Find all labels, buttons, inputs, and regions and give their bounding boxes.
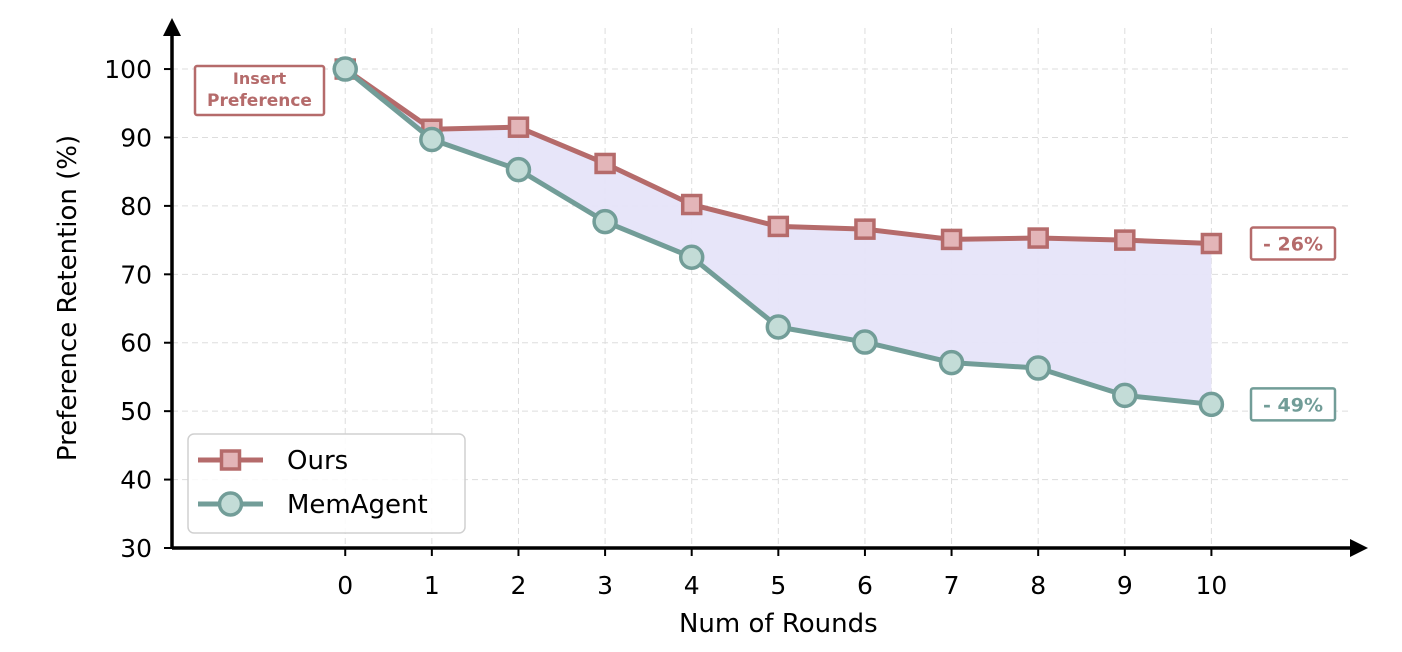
data-point — [1112, 382, 1138, 409]
legend-item-ours: Ours — [198, 446, 348, 476]
x-tick-label: 3 — [597, 571, 613, 600]
data-point — [419, 126, 445, 153]
y-tick-label: 50 — [120, 397, 152, 426]
drop-label-ours: - 26% — [1249, 226, 1337, 261]
data-point — [505, 156, 532, 183]
data-point — [1198, 391, 1225, 418]
y-tick-label: 80 — [120, 192, 152, 221]
data-point — [765, 314, 792, 340]
data-point — [678, 244, 705, 270]
data-point — [594, 152, 616, 175]
y-tick-label: 90 — [120, 123, 152, 152]
annotation-text: - 26% — [1263, 234, 1323, 256]
annotation-text: Insert — [233, 69, 287, 88]
x-tick-label: 9 — [1117, 571, 1133, 600]
data-point — [1027, 227, 1049, 249]
series-memagent — [332, 56, 1225, 418]
insert-preference-label: Insert Preference — [193, 64, 326, 117]
data-point — [854, 218, 876, 240]
data-point — [852, 329, 878, 355]
y-axis-arrow — [163, 18, 181, 36]
annotation-box — [1249, 387, 1337, 422]
axes — [163, 18, 1368, 557]
data-point — [1114, 229, 1136, 251]
legend: Ours MemAgent — [187, 433, 466, 534]
data-point — [1025, 355, 1051, 381]
series — [332, 56, 1225, 418]
data-point — [1200, 232, 1223, 255]
legend-label: Ours — [287, 446, 348, 476]
x-tick-label: 4 — [684, 571, 700, 600]
y-axis-title: Preference Retention (%) — [53, 135, 83, 461]
x-tick-label: 10 — [1196, 571, 1228, 600]
data-point — [767, 215, 790, 238]
y-tick-label: 100 — [104, 55, 152, 84]
y-tick-label: 70 — [120, 260, 152, 289]
data-point — [940, 228, 963, 251]
annotation-box — [1249, 226, 1337, 261]
data-point — [592, 208, 618, 235]
data-point — [507, 116, 530, 138]
y-tick-label: 60 — [120, 329, 152, 358]
legend-marker — [219, 449, 242, 471]
x-tick-label: 8 — [1030, 571, 1046, 600]
data-point — [938, 349, 965, 376]
x-axis-arrow — [1350, 539, 1368, 557]
drop-label-memagent: - 49% — [1249, 387, 1337, 422]
y-tick-label: 30 — [120, 534, 152, 563]
annotation-box — [193, 64, 326, 117]
x-tick-label: 2 — [511, 571, 527, 600]
legend-marker — [217, 491, 244, 517]
legend-box: Ours MemAgent — [187, 433, 466, 534]
legend-label: MemAgent — [287, 490, 428, 520]
x-tick-label: 0 — [337, 571, 353, 600]
annotations: Insert Preference - 26% - 49% — [193, 64, 1337, 422]
legend-item-memagent: MemAgent — [198, 490, 428, 520]
data-point — [332, 56, 358, 82]
annotation-text: Preference — [207, 91, 312, 111]
data-point — [680, 193, 703, 216]
x-tick-label: 7 — [944, 571, 960, 600]
ticks: 0 1 2 3 4 5 6 7 8 9 10 30 40 50 60 70 80 90 100 — [104, 55, 1227, 600]
x-axis-title: Num of Rounds — [679, 609, 878, 639]
x-tick-label: 1 — [424, 571, 440, 600]
x-tick-label: 5 — [770, 571, 786, 600]
y-tick-label: 40 — [120, 466, 152, 495]
x-tick-label: 6 — [857, 571, 873, 600]
annotation-text: - 49% — [1263, 394, 1323, 416]
